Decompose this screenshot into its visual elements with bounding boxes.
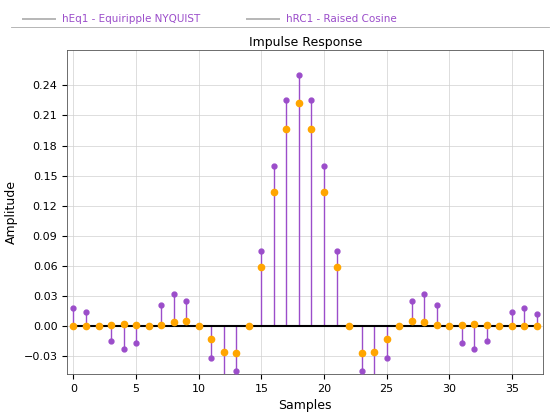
Title: Impulse Response: Impulse Response xyxy=(249,36,362,49)
Y-axis label: Amplitude: Amplitude xyxy=(5,180,18,244)
Text: hRC1 - Raised Cosine: hRC1 - Raised Cosine xyxy=(286,14,396,24)
X-axis label: Samples: Samples xyxy=(278,399,332,412)
Text: hEq1 - Equiripple NYQUIST: hEq1 - Equiripple NYQUIST xyxy=(62,14,200,24)
